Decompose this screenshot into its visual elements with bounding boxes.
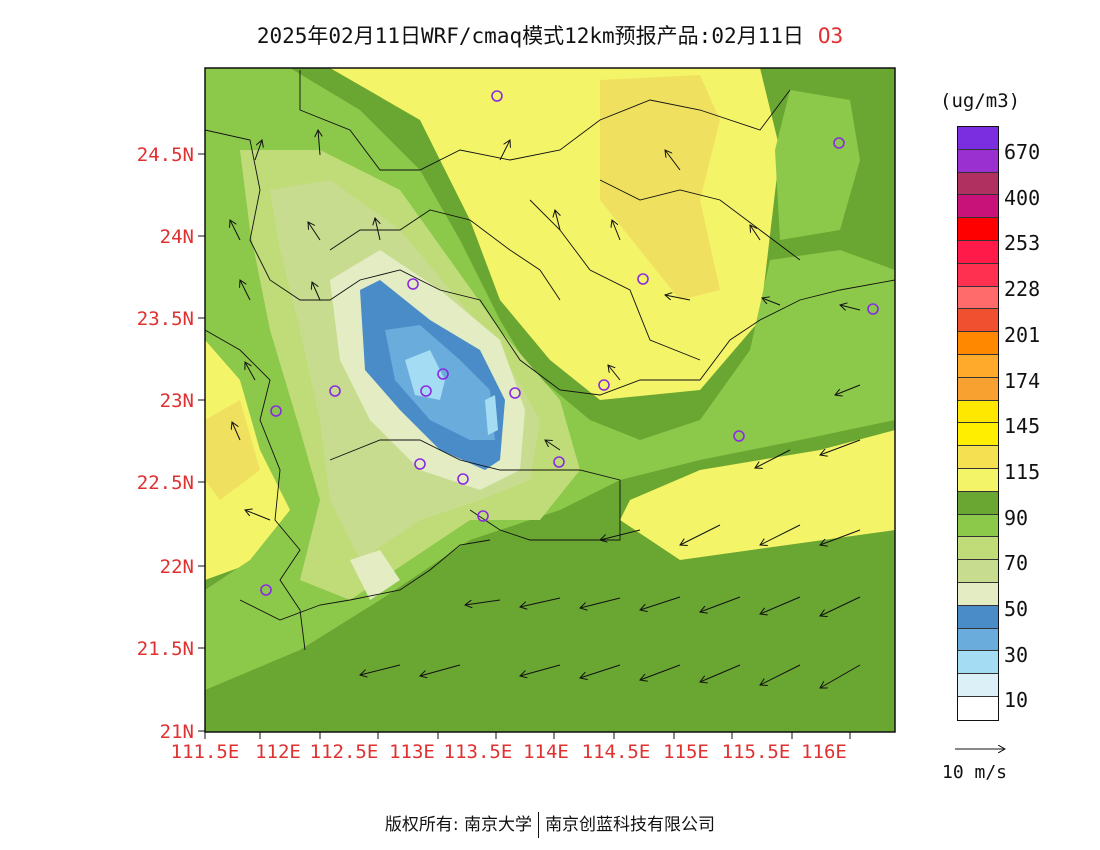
colorbar-label: 90 [1004, 505, 1029, 530]
colorbar-swatch [958, 446, 998, 469]
colorbar-swatch [958, 491, 998, 515]
colorbar-label: 670 [1004, 140, 1041, 164]
colorbar [957, 126, 999, 721]
colorbar-label: 400 [1004, 185, 1041, 210]
lon-label: 113.5E [444, 741, 513, 763]
colorbar-swatch [958, 263, 998, 287]
colorbar-swatch [958, 309, 998, 333]
latitude-labels: 24.5N 24N 23.5N 23N 22.5N 22N 21.5N 21N [137, 144, 194, 743]
pollutant-label: O3 [817, 24, 844, 48]
colorbar-swatch [958, 582, 998, 606]
lon-label: 111.5E [171, 741, 240, 763]
longitude-labels: 111.5E 112E 112.5E 113E 113.5E 114E 114.… [171, 741, 847, 763]
colorbar-swatch [958, 628, 998, 652]
lat-label: 24N [160, 226, 194, 248]
colorbar-swatch [958, 172, 998, 196]
map-title: 2025年02月11日WRF/cmaq模式12km预报产品:02月11日 O3 [0, 20, 1100, 50]
colorbar-label: 50 [1004, 597, 1029, 621]
colorbar-swatch [958, 651, 998, 675]
lon-label: 114E [523, 741, 569, 763]
colorbar-swatch [958, 240, 998, 264]
colorbar-label: 228 [1004, 277, 1041, 302]
footer-divider [538, 812, 540, 838]
colorbar-swatch [958, 195, 998, 219]
wind-reference-label: 10 m/s [942, 762, 1008, 783]
colorbar-swatch [958, 674, 998, 697]
colorbar-swatch [958, 605, 998, 629]
lon-label: 115.5E [722, 741, 791, 763]
lat-label: 23N [160, 390, 194, 412]
colorbar-swatch [958, 218, 998, 241]
colorbar-swatch [958, 286, 998, 310]
colorbar-swatch [958, 468, 998, 492]
lon-label: 114.5E [582, 741, 651, 763]
lat-label: 21.5N [137, 638, 194, 660]
colorbar-swatch [958, 696, 998, 720]
colorbar-swatch [958, 149, 998, 173]
footer-left: 版权所有: 南京大学 [384, 815, 533, 835]
lat-label: 21N [160, 721, 194, 743]
colorbar-swatch [958, 377, 998, 401]
colorbar-swatch [958, 400, 998, 424]
lon-label: 112.5E [310, 741, 379, 763]
colorbar-label: 30 [1004, 642, 1029, 667]
colorbar-swatch [958, 354, 998, 378]
colorbar-label: 10 [1004, 688, 1029, 713]
footer-right: 南京创蓝科技有限公司 [545, 815, 716, 835]
colorbar-label: 201 [1004, 322, 1041, 347]
colorbar-label: 253 [1004, 231, 1041, 256]
colorbar-label: 115 [1004, 459, 1041, 484]
lon-label: 116E [801, 741, 847, 763]
ticks [198, 153, 851, 739]
lon-label: 115E [663, 741, 709, 763]
colorbar-swatch [958, 127, 998, 150]
lon-label: 113E [389, 741, 435, 763]
copyright-footer: 版权所有: 南京大学 南京创蓝科技有限公司 [0, 810, 1100, 838]
colorbar-label: 145 [1004, 414, 1041, 439]
concentration-field [205, 68, 895, 732]
colorbar-swatch [958, 514, 998, 538]
lon-label: 112E [255, 741, 301, 763]
lat-label: 24.5N [137, 144, 194, 166]
colorbar-label: 70 [1004, 551, 1029, 576]
wind-vectors [230, 130, 861, 688]
lat-label: 23.5N [137, 308, 194, 330]
lat-label: 22.5N [137, 472, 194, 494]
colorbar-swatch [958, 560, 998, 583]
colorbar-swatch [958, 332, 998, 355]
colorbar-swatch [958, 423, 998, 447]
units-label: (ug/m3) [940, 90, 1021, 112]
boundaries [205, 70, 895, 651]
monitoring-stations [260, 90, 879, 596]
lat-label: 22N [160, 556, 194, 578]
title-text: 2025年02月11日WRF/cmaq模式12km预报产品:02月11日 [256, 24, 804, 48]
colorbar-swatch [958, 537, 998, 561]
colorbar-label: 174 [1004, 368, 1041, 393]
